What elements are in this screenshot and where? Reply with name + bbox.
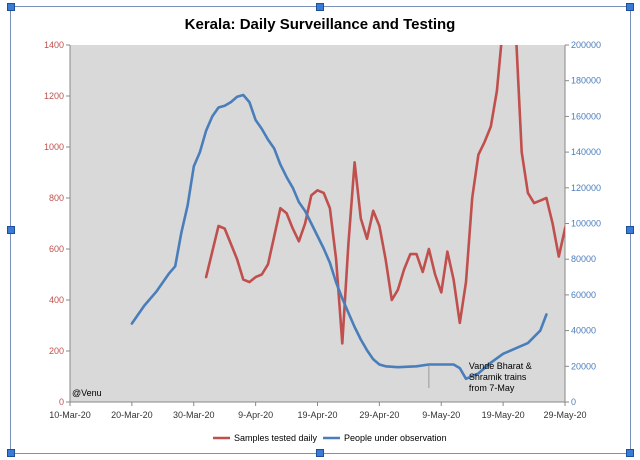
x-tick-label: 20-Mar-20 (111, 410, 153, 420)
x-tick-label: 29-Apr-20 (359, 410, 399, 420)
left-tick-label: 1400 (44, 40, 64, 50)
annotation-text: Vande Bharat & (469, 361, 532, 371)
left-tick-label: 200 (49, 346, 64, 356)
right-tick-label: 140000 (571, 147, 601, 157)
left-tick-label: 400 (49, 295, 64, 305)
x-tick-label: 19-May-20 (482, 410, 525, 420)
x-tick-label: 9-May-20 (422, 410, 460, 420)
resize-handle-top-left[interactable] (7, 3, 15, 11)
left-tick-label: 600 (49, 244, 64, 254)
right-tick-label: 60000 (571, 290, 596, 300)
people-under-observation-line (130, 93, 548, 381)
watermark-text: @Venu (72, 388, 102, 398)
x-tick-label: 19-Apr-20 (297, 410, 337, 420)
resize-handle-top-center[interactable] (316, 3, 324, 11)
resize-handle-bottom-right[interactable] (626, 449, 634, 457)
resize-handle-bottom-left[interactable] (7, 449, 15, 457)
resize-handle-top-right[interactable] (626, 3, 634, 11)
resize-handle-middle-left[interactable] (7, 226, 15, 234)
annotation-text: from 7-May (469, 383, 515, 393)
x-tick-label: 30-Mar-20 (173, 410, 215, 420)
samples-tested-line (204, 45, 565, 345)
legend-label-observation: People under observation (344, 433, 447, 443)
right-tick-label: 0 (571, 397, 576, 407)
annotation-text: Shramik trains (469, 372, 527, 382)
right-tick-label: 40000 (571, 326, 596, 336)
right-tick-label: 160000 (571, 111, 601, 121)
legend: Samples tested daily People under observa… (213, 433, 447, 443)
x-tick-label: 10-Mar-20 (49, 410, 91, 420)
resize-handle-middle-right[interactable] (626, 226, 634, 234)
right-tick-label: 180000 (571, 76, 601, 86)
left-tick-label: 0 (59, 397, 64, 407)
left-tick-label: 1200 (44, 91, 64, 101)
legend-label-samples: Samples tested daily (234, 433, 318, 443)
right-tick-label: 200000 (571, 40, 601, 50)
left-tick-label: 1000 (44, 142, 64, 152)
plot-area (70, 45, 565, 402)
right-tick-label: 80000 (571, 254, 596, 264)
x-tick-label: 9-Apr-20 (238, 410, 273, 420)
chart-title: Kerala: Daily Surveillance and Testing (185, 16, 456, 33)
resize-handle-bottom-center[interactable] (316, 449, 324, 457)
left-tick-label: 800 (49, 193, 64, 203)
x-axis: 10-Mar-20 20-Mar-20 30-Mar-20 9-Apr-20 19-Ap… (49, 401, 587, 420)
right-tick-label: 120000 (571, 183, 601, 193)
left-axis: 0 200 400 600 800 1000 1200 1400 (44, 40, 71, 407)
right-axis: 0 20000 40000 60000 80000 100000 120000 140000 1… (564, 40, 601, 407)
x-tick-label: 29-May-20 (543, 410, 586, 420)
series-layer (130, 45, 565, 381)
right-tick-label: 100000 (571, 219, 601, 229)
right-tick-label: 20000 (571, 361, 596, 371)
